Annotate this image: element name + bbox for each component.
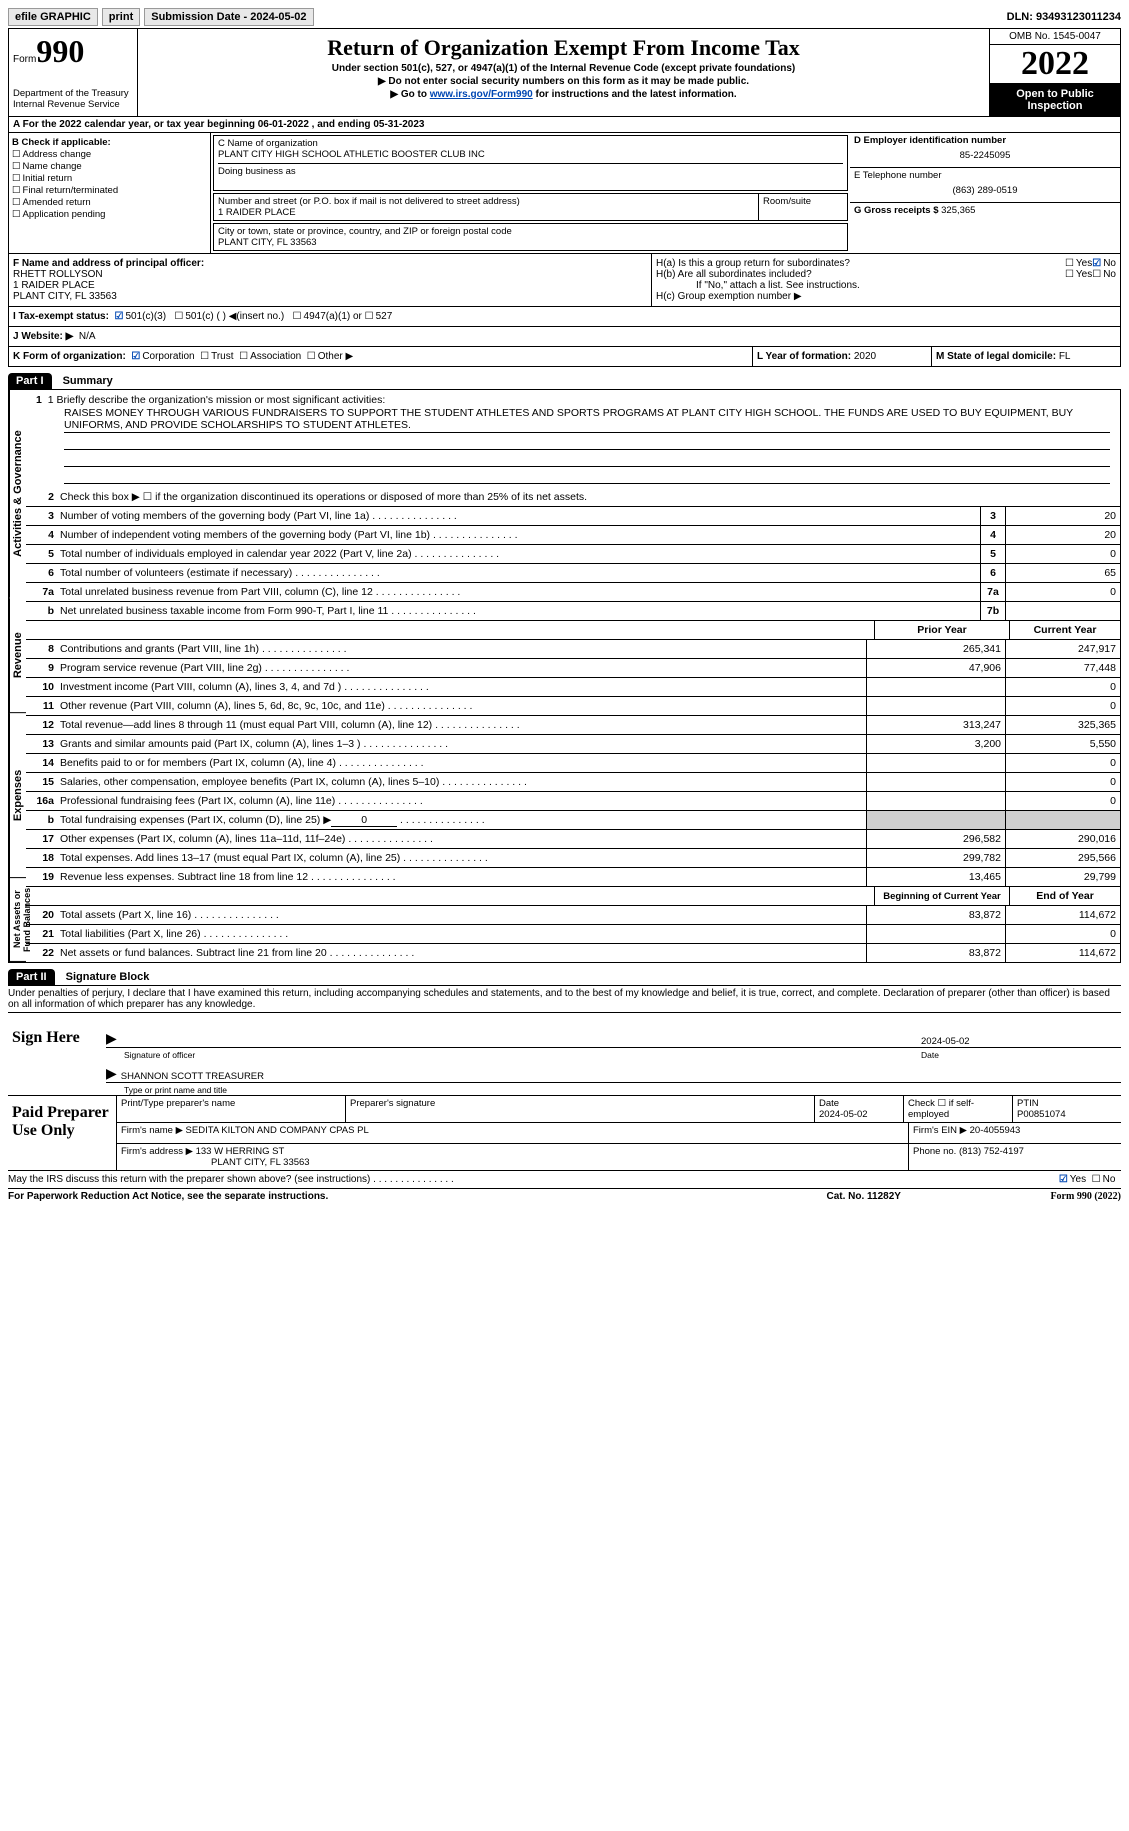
- cb-initial-return[interactable]: Initial return: [12, 173, 207, 184]
- summary-body: 1 1 Briefly describe the organization's …: [26, 390, 1120, 962]
- vlabel-net: Net Assets or Fund Balances: [9, 878, 26, 962]
- ha-no[interactable]: No: [1092, 258, 1116, 269]
- page-footer: For Paperwork Reduction Act Notice, see …: [8, 1191, 1121, 1202]
- year-formation: L Year of formation: 2020: [753, 347, 932, 366]
- header-sub2: ▶ Do not enter social security numbers o…: [142, 76, 985, 87]
- declaration: Under penalties of perjury, I declare th…: [8, 986, 1121, 1013]
- room-suite: Room/suite: [758, 194, 847, 220]
- col-c-orginfo: C Name of organization PLANT CITY HIGH S…: [211, 133, 850, 253]
- info-grid: B Check if applicable: Address change Na…: [8, 133, 1121, 254]
- gross-receipts: G Gross receipts $ 325,365: [850, 203, 1120, 218]
- cb-501c3[interactable]: 501(c)(3): [115, 311, 167, 322]
- part2-header: Part II: [8, 969, 55, 985]
- vlabel-exp: Expenses: [9, 713, 26, 878]
- hb-yes[interactable]: Yes: [1065, 269, 1092, 280]
- cb-4947[interactable]: 4947(a)(1) or: [293, 311, 362, 322]
- col-begin: Beginning of Current Year: [874, 887, 1009, 905]
- sign-here-block: Sign Here 2024-05-02 Signature of office…: [8, 1017, 1121, 1096]
- discuss-yes[interactable]: Yes: [1059, 1174, 1086, 1185]
- form-header: Form990 Department of the Treasury Inter…: [8, 28, 1121, 117]
- header-sub3: ▶ Go to www.irs.gov/Form990 for instruct…: [142, 89, 985, 100]
- sig-arrow-icon2: [106, 1065, 121, 1082]
- section-j: J Website: ▶ N/A: [8, 327, 1121, 347]
- header-center: Return of Organization Exempt From Incom…: [138, 29, 989, 116]
- ha-yes[interactable]: Yes: [1065, 258, 1092, 269]
- dept-label: Department of the Treasury Internal Reve…: [13, 88, 133, 110]
- submission-date: Submission Date - 2024-05-02: [144, 8, 313, 26]
- section-i: I Tax-exempt status: 501(c)(3) 501(c) ( …: [8, 307, 1121, 327]
- discuss-no[interactable]: No: [1092, 1174, 1116, 1185]
- cb-527[interactable]: 527: [365, 311, 393, 322]
- part2-title: Signature Block: [66, 971, 150, 983]
- efile-topbar: efile GRAPHIC print Submission Date - 20…: [8, 8, 1121, 26]
- form-prefix: Form: [13, 54, 36, 65]
- sig-date-val: 2024-05-02: [921, 1036, 1121, 1047]
- city-box: City or town, state or province, country…: [213, 223, 848, 251]
- hb-no[interactable]: No: [1092, 269, 1116, 280]
- cb-name-change[interactable]: Name change: [12, 161, 207, 172]
- part1-title: Summary: [63, 375, 113, 387]
- state-domicile: M State of legal domicile: FL: [932, 347, 1120, 366]
- dln-label: DLN: 93493123011234: [1007, 11, 1121, 23]
- irs-link[interactable]: www.irs.gov/Form990: [430, 89, 533, 100]
- address-box: Number and street (or P.O. box if mail i…: [213, 193, 848, 221]
- efile-label: efile GRAPHIC: [8, 8, 98, 26]
- col-prior: Prior Year: [874, 621, 1009, 639]
- ein-box: D Employer identification number 85-2245…: [850, 133, 1120, 168]
- vlabel-rev: Revenue: [9, 598, 26, 713]
- cb-assoc[interactable]: Association: [239, 351, 301, 362]
- col-current: Current Year: [1009, 621, 1120, 639]
- form-label-box: Form990 Department of the Treasury Inter…: [9, 29, 138, 116]
- cb-app-pending[interactable]: Application pending: [12, 209, 207, 220]
- part1-table: Activities & Governance Revenue Expenses…: [8, 390, 1121, 963]
- cb-trust[interactable]: Trust: [200, 351, 233, 362]
- discuss-row: May the IRS discuss this return with the…: [8, 1171, 1121, 1189]
- cb-corp[interactable]: Corporation: [131, 351, 194, 362]
- cb-other[interactable]: Other ▶: [307, 351, 353, 362]
- part2-bar: Part II Signature Block: [8, 969, 1121, 986]
- sig-arrow-icon: [106, 1030, 121, 1047]
- section-h: H(a) Is this a group return for subordin…: [652, 254, 1120, 306]
- vlabel-gov: Activities & Governance: [9, 390, 26, 598]
- officer-name: SHANNON SCOTT TREASURER: [121, 1071, 264, 1082]
- cb-501c[interactable]: 501(c) ( ) ◀(insert no.): [174, 311, 284, 322]
- paid-prep-label: Paid Preparer Use Only: [8, 1096, 117, 1170]
- form-title: Return of Organization Exempt From Incom…: [142, 35, 985, 61]
- cb-address-change[interactable]: Address change: [12, 149, 207, 160]
- sign-here-label: Sign Here: [8, 1017, 106, 1095]
- header-sub1: Under section 501(c), 527, or 4947(a)(1)…: [142, 63, 985, 74]
- part1-bar: Part I Summary: [8, 373, 1121, 390]
- omb-label: OMB No. 1545-0047: [990, 29, 1120, 44]
- paid-preparer-block: Paid Preparer Use Only Print/Type prepar…: [8, 1096, 1121, 1171]
- col-end: End of Year: [1009, 887, 1120, 905]
- tax-year: 2022: [990, 44, 1120, 84]
- mission-text: RAISES MONEY THROUGH VARIOUS FUNDRAISERS…: [64, 406, 1110, 433]
- open-public: Open to Public Inspection: [990, 84, 1120, 116]
- section-fh: F Name and address of principal officer:…: [8, 254, 1121, 307]
- print-button[interactable]: print: [102, 8, 140, 26]
- cb-final-return[interactable]: Final return/terminated: [12, 185, 207, 196]
- col-b-checkboxes: B Check if applicable: Address change Na…: [9, 133, 211, 253]
- cb-amended[interactable]: Amended return: [12, 197, 207, 208]
- col-d: D Employer identification number 85-2245…: [850, 133, 1120, 253]
- principal-officer: F Name and address of principal officer:…: [9, 254, 652, 306]
- part1-header: Part I: [8, 373, 52, 389]
- header-right: OMB No. 1545-0047 2022 Open to Public In…: [989, 29, 1120, 116]
- section-a: A For the 2022 calendar year, or tax yea…: [8, 117, 1121, 133]
- section-klm: K Form of organization: Corporation Trus…: [8, 347, 1121, 367]
- phone-box: E Telephone number (863) 289-0519: [850, 168, 1120, 203]
- org-name-box: C Name of organization PLANT CITY HIGH S…: [213, 135, 848, 191]
- form-number: 990: [36, 33, 84, 69]
